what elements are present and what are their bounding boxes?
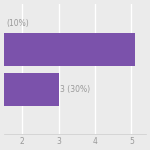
Bar: [0, 73, 59, 106]
Text: 3 (30%): 3 (30%): [60, 85, 91, 94]
Text: (10%): (10%): [6, 19, 29, 28]
Bar: [0, 33, 135, 66]
